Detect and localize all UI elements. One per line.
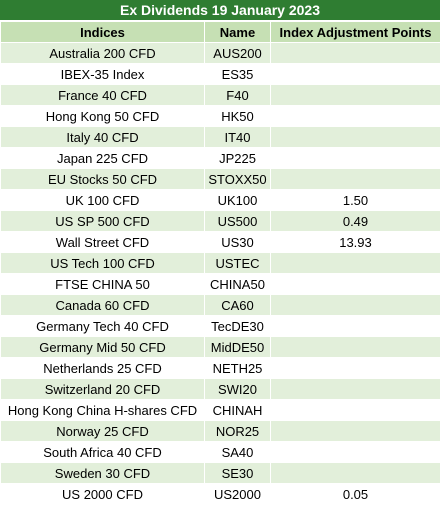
cell-points xyxy=(271,127,440,148)
column-header-indices: Indices xyxy=(1,22,205,43)
cell-points xyxy=(271,337,440,358)
cell-points xyxy=(271,379,440,400)
cell-points xyxy=(271,400,440,421)
cell-name: STOXX50 xyxy=(205,169,271,190)
cell-name: SWI20 xyxy=(205,379,271,400)
cell-index: France 40 CFD xyxy=(1,85,205,106)
cell-index: Sweden 30 CFD xyxy=(1,463,205,484)
cell-points: 1.50 xyxy=(271,190,440,211)
cell-points: 13.93 xyxy=(271,232,440,253)
cell-name: MidDE50 xyxy=(205,337,271,358)
dividends-table: Indices Name Index Adjustment Points Aus… xyxy=(0,21,440,505)
cell-index: Germany Tech 40 CFD xyxy=(1,316,205,337)
cell-points xyxy=(271,442,440,463)
column-header-points: Index Adjustment Points xyxy=(271,22,440,43)
cell-points xyxy=(271,85,440,106)
cell-name: IT40 xyxy=(205,127,271,148)
cell-points xyxy=(271,148,440,169)
cell-name: US2000 xyxy=(205,484,271,505)
cell-name: SE30 xyxy=(205,463,271,484)
cell-name: TecDE30 xyxy=(205,316,271,337)
cell-index: Norway 25 CFD xyxy=(1,421,205,442)
cell-points: 0.49 xyxy=(271,211,440,232)
cell-points xyxy=(271,274,440,295)
sheet-title: Ex Dividends 19 January 2023 xyxy=(0,0,440,21)
cell-points xyxy=(271,43,440,64)
cell-name: CHINAH xyxy=(205,400,271,421)
cell-points xyxy=(271,64,440,85)
cell-name: NOR25 xyxy=(205,421,271,442)
cell-index: EU Stocks 50 CFD xyxy=(1,169,205,190)
cell-points xyxy=(271,253,440,274)
cell-name: ES35 xyxy=(205,64,271,85)
cell-points xyxy=(271,316,440,337)
cell-points xyxy=(271,106,440,127)
cell-index: UK 100 CFD xyxy=(1,190,205,211)
cell-index: Australia 200 CFD xyxy=(1,43,205,64)
cell-points xyxy=(271,463,440,484)
cell-index: IBEX-35 Index xyxy=(1,64,205,85)
cell-index: US SP 500 CFD xyxy=(1,211,205,232)
cell-name: NETH25 xyxy=(205,358,271,379)
cell-name: JP225 xyxy=(205,148,271,169)
cell-index: Hong Kong 50 CFD xyxy=(1,106,205,127)
cell-name: HK50 xyxy=(205,106,271,127)
cell-name: USTEC xyxy=(205,253,271,274)
cell-points xyxy=(271,169,440,190)
cell-points xyxy=(271,421,440,442)
cell-name: CA60 xyxy=(205,295,271,316)
table-header-row: Indices Name Index Adjustment Points xyxy=(1,22,440,43)
cell-name: US500 xyxy=(205,211,271,232)
cell-points xyxy=(271,295,440,316)
cell-name: UK100 xyxy=(205,190,271,211)
cell-index: US Tech 100 CFD xyxy=(1,253,205,274)
cell-name: AUS200 xyxy=(205,43,271,64)
cell-name: SA40 xyxy=(205,442,271,463)
cell-index: Hong Kong China H-shares CFD xyxy=(1,400,205,421)
cell-index: FTSE CHINA 50 xyxy=(1,274,205,295)
cell-points xyxy=(271,358,440,379)
cell-index: Netherlands 25 CFD xyxy=(1,358,205,379)
cell-name: US30 xyxy=(205,232,271,253)
cell-index: Canada 60 CFD xyxy=(1,295,205,316)
cell-index: Wall Street CFD xyxy=(1,232,205,253)
ex-dividends-sheet: Ex Dividends 19 January 2023 Indices Nam… xyxy=(0,0,440,482)
cell-index: Italy 40 CFD xyxy=(1,127,205,148)
cell-index: Germany Mid 50 CFD xyxy=(1,337,205,358)
cell-index: Japan 225 CFD xyxy=(1,148,205,169)
cell-name: CHINA50 xyxy=(205,274,271,295)
cell-index: US 2000 CFD xyxy=(1,484,205,505)
cell-index: South Africa 40 CFD xyxy=(1,442,205,463)
cell-index: Switzerland 20 CFD xyxy=(1,379,205,400)
column-header-name: Name xyxy=(205,22,271,43)
cell-name: F40 xyxy=(205,85,271,106)
cell-points: 0.05 xyxy=(271,484,440,505)
